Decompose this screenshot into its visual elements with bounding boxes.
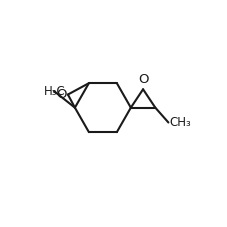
Text: O: O: [137, 73, 148, 86]
Text: CH₃: CH₃: [168, 116, 190, 129]
Text: H₃C: H₃C: [44, 84, 66, 98]
Text: O: O: [56, 88, 66, 101]
